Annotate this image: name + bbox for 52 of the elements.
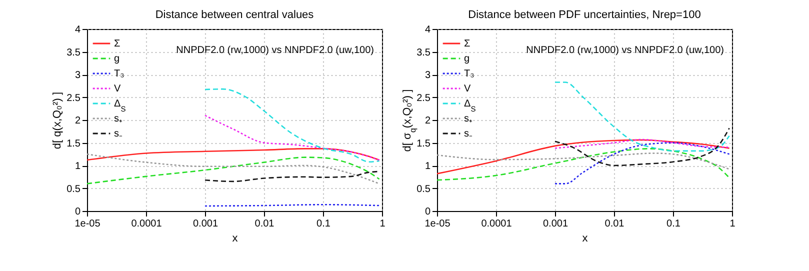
legend-label: g: [464, 54, 470, 64]
legend-label: s₋: [114, 128, 123, 140]
y-tick-label: 0.5: [66, 184, 81, 195]
legend-label: Σ: [464, 38, 470, 50]
legend-label: T₃: [464, 68, 474, 80]
x-tick-label: 0.0001: [131, 218, 162, 230]
y-tick-label: 3: [74, 70, 81, 81]
legend-label: T₃: [114, 68, 124, 80]
y-tick-label: 0: [424, 206, 431, 218]
y-axis-title: d[ q(x,Q₀²) ]: [52, 92, 64, 150]
x-tick-label: 0.01: [254, 218, 275, 230]
legend-label: Σ: [114, 38, 120, 50]
chart-title: Distance between PDF uncertainties, Nrep=100: [468, 9, 701, 21]
annotation: NNPDF2.0 (rw,1000) vs NNPDF2.0 (uw,100): [526, 45, 724, 56]
chart-title: Distance between central values: [155, 9, 314, 21]
x-axis-title: x: [232, 232, 238, 244]
x-tick-label: 0.01: [604, 218, 625, 230]
legend-label: V: [464, 84, 471, 94]
x-tick-label: 0.0001: [481, 218, 512, 230]
y-tick-label: 4: [74, 24, 81, 36]
y-tick-label: 3.5: [416, 47, 431, 58]
y-tick-label: 0: [74, 206, 81, 218]
y-tick-label: 3: [424, 70, 431, 81]
y-tick-label: 2.5: [416, 92, 431, 104]
legend-label: Δ$_{S}$: [464, 98, 476, 113]
x-tick-label: 0.001: [192, 218, 218, 230]
x-tick-label: 0.1: [666, 218, 681, 230]
legend-label: Δ$_{S}$: [114, 98, 126, 113]
y-tick-label: 0.5: [416, 184, 431, 195]
y-tick-label: 1.5: [66, 138, 81, 150]
x-tick-label: 1: [730, 218, 736, 230]
legend-label: s₊: [464, 114, 473, 124]
y-tick-label: 3.5: [66, 47, 81, 58]
y-tick-label: 2.5: [66, 92, 81, 104]
y-tick-label: 1: [424, 161, 431, 172]
x-tick-label: 0.001: [542, 218, 568, 230]
y-tick-label: 1.5: [416, 138, 431, 150]
legend-label: s₊: [114, 114, 123, 124]
annotation: NNPDF2.0 (rw,1000) vs NNPDF2.0 (uw,100): [176, 45, 374, 56]
x-tick-label: 1e-05: [74, 218, 101, 230]
x-tick-label: 1e-05: [424, 218, 451, 230]
y-tick-label: 2: [424, 116, 431, 126]
legend-label: g: [114, 54, 120, 64]
y-tick-label: 1: [74, 161, 81, 172]
x-axis-title: x: [582, 232, 588, 244]
line-series: [204, 114, 380, 161]
legend-label: s₋: [464, 128, 473, 140]
legend-label: V: [114, 84, 121, 94]
y-tick-label: 2: [74, 116, 81, 126]
x-tick-label: 0.1: [316, 218, 331, 230]
x-tick-label: 1: [380, 218, 386, 230]
y-tick-label: 4: [424, 24, 431, 36]
